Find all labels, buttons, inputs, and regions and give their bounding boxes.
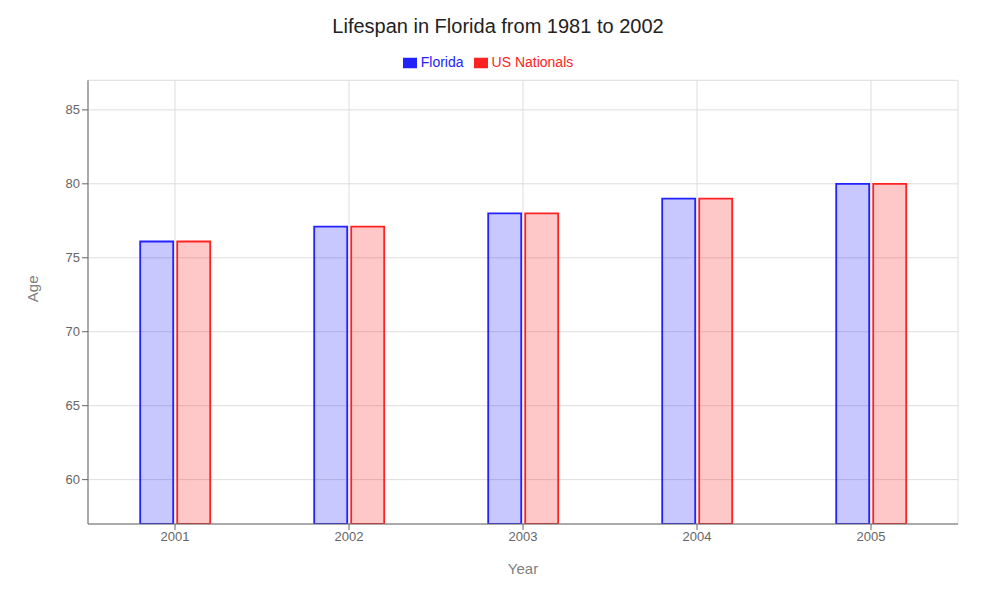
svg-text:70: 70	[66, 324, 80, 339]
svg-text:80: 80	[66, 176, 80, 191]
svg-text:Age: Age	[24, 275, 41, 302]
svg-text:85: 85	[66, 102, 80, 117]
svg-text:65: 65	[66, 398, 80, 413]
svg-text:60: 60	[66, 472, 80, 487]
svg-text:2003: 2003	[509, 529, 538, 544]
svg-text:2005: 2005	[857, 529, 886, 544]
svg-text:2001: 2001	[161, 529, 190, 544]
svg-text:2002: 2002	[335, 529, 364, 544]
html-text:US Nationals: US Nationals	[491, 54, 574, 70]
html-text:Florida: Florida	[420, 54, 464, 70]
svg-text:Year: Year	[508, 560, 538, 577]
svg-text:75: 75	[66, 250, 80, 265]
svg-text:2004: 2004	[683, 529, 712, 544]
html-text:Lifespan in Florida from 1981: Lifespan in Florida from 1981 to 2002	[332, 15, 664, 37]
